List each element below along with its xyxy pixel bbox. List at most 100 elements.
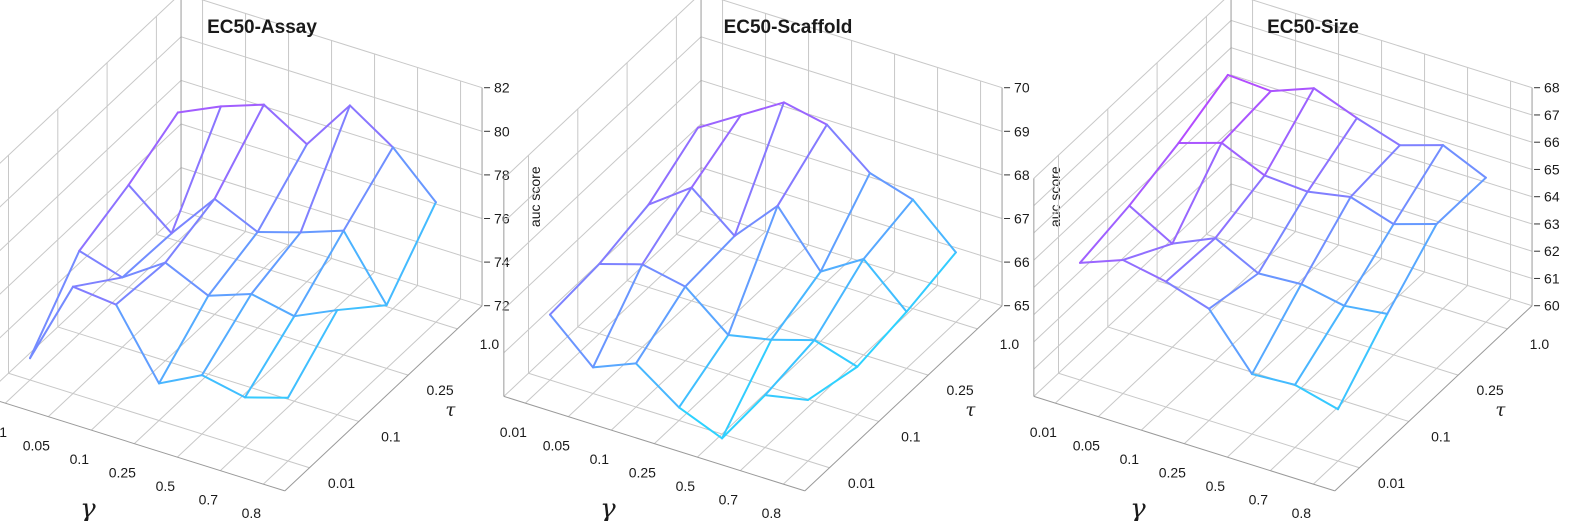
surface-segment (678, 406, 723, 440)
surface-segment (727, 333, 773, 341)
surface-segment (78, 249, 124, 279)
surface-segment (1171, 141, 1223, 245)
grid-line (1033, 0, 1533, 179)
surface-segment (121, 261, 167, 279)
surface-segment (293, 309, 339, 318)
z-tick-label: 69 (1014, 123, 1030, 139)
surface-segment (250, 231, 302, 295)
gamma-tick-label: 0.25 (1159, 465, 1186, 481)
surface-segment (1079, 204, 1131, 264)
surface-segment (1257, 190, 1309, 275)
surface-segment (1220, 90, 1272, 144)
axis-line (0, 400, 285, 492)
z-tick-label: 74 (494, 254, 510, 270)
tau-tick-label: 0.01 (328, 475, 355, 491)
tau-tick-label: 0.25 (1476, 382, 1503, 398)
grid-line (577, 326, 879, 422)
gamma-tick-label: 0.1 (590, 451, 610, 467)
gamma-tick-label: 0.5 (156, 478, 176, 494)
surface-segment (727, 204, 779, 336)
tau-tick-label: 0.1 (901, 428, 921, 444)
surface-segment (305, 104, 351, 146)
tau-tick-label: 0.01 (1378, 475, 1405, 491)
surface-segment (1269, 87, 1315, 93)
z-tick-label: 61 (1544, 270, 1560, 286)
surface-segment (201, 292, 253, 377)
z-tick-label: 67 (1014, 211, 1030, 227)
surface-segment (721, 394, 766, 440)
surface-segment (868, 172, 914, 201)
surface-segment (1208, 272, 1260, 310)
surface-segment (641, 186, 693, 266)
grid-line (1033, 156, 1533, 343)
surface-segment (807, 365, 859, 401)
surface-segment (72, 285, 117, 306)
tau-axis-label: τ (445, 400, 456, 421)
surface-segment (598, 203, 650, 265)
surface-segment (819, 172, 871, 273)
surface-segment (1122, 258, 1167, 283)
surface-segment (1214, 237, 1260, 275)
surface-segment (72, 276, 124, 288)
surface-segment (29, 285, 74, 360)
surface-segment (1300, 195, 1352, 286)
surface-segment (647, 186, 693, 206)
surface-segment (1312, 87, 1358, 120)
gamma-tick-label: 0.05 (1073, 438, 1100, 454)
gamma-tick-label: 0.8 (1292, 505, 1312, 521)
surface-segment (1349, 144, 1401, 198)
z-tick-label: 80 (494, 123, 510, 139)
surface-segment (1220, 141, 1266, 177)
grid-line (5, 217, 203, 404)
surface-segment (739, 101, 785, 117)
surface-segment (385, 201, 437, 307)
surface-segment (678, 333, 730, 409)
chart-title: EC50-Size (1267, 17, 1359, 38)
surface-segment (1263, 87, 1315, 177)
surface-segment (641, 263, 687, 288)
surface-segment (1349, 195, 1395, 226)
surface-segment (690, 186, 736, 237)
grid-line (1033, 19, 1533, 207)
tau-tick-label: 1.0 (1530, 336, 1550, 352)
z-tick-label: 70 (1014, 80, 1030, 96)
z-tick-label: 64 (1544, 189, 1560, 205)
surface-segment (207, 292, 253, 297)
surface-segment (176, 105, 222, 114)
surface-segment (250, 292, 296, 318)
grid-line (1141, 244, 1339, 431)
surface-segment (825, 123, 871, 175)
gamma-tick-label: 0.7 (1249, 492, 1269, 508)
z-tick-label: 82 (494, 80, 510, 96)
chart-panel-3: 606162636465666768auc score0.010.050.10.… (1030, 0, 1560, 521)
surface-segment (1306, 117, 1358, 193)
surface-segment (684, 234, 736, 288)
grid-line (134, 258, 332, 445)
gamma-tick-label: 0.01 (500, 424, 527, 440)
surface-segment (164, 261, 210, 297)
chart-title: EC50-Scaffold (724, 17, 853, 38)
grid-line (48, 231, 246, 418)
surface-segment (1165, 280, 1210, 310)
surface-segment (1263, 174, 1309, 193)
surface-segment (1294, 304, 1346, 386)
gamma-tick-label: 0.05 (543, 438, 570, 454)
surface-segment (905, 251, 957, 313)
grid-line (177, 271, 375, 458)
surface-segment (733, 101, 785, 237)
gamma-tick-label: 0.05 (23, 438, 50, 454)
tau-tick-label: 1.0 (480, 336, 500, 352)
surface-segment (1257, 272, 1303, 286)
grid-line (626, 280, 929, 376)
z-tick-label: 72 (494, 298, 510, 314)
grid-line (611, 244, 809, 431)
surface-segment (391, 146, 437, 204)
grid-line (525, 217, 723, 404)
surface-segment (115, 261, 167, 306)
surface-segment (1386, 222, 1438, 315)
grid-line (1270, 285, 1468, 472)
surface-segment (776, 204, 822, 273)
surface-segment (287, 309, 339, 399)
surface-segment (635, 285, 687, 365)
z-tick-label: 66 (1544, 134, 1560, 150)
